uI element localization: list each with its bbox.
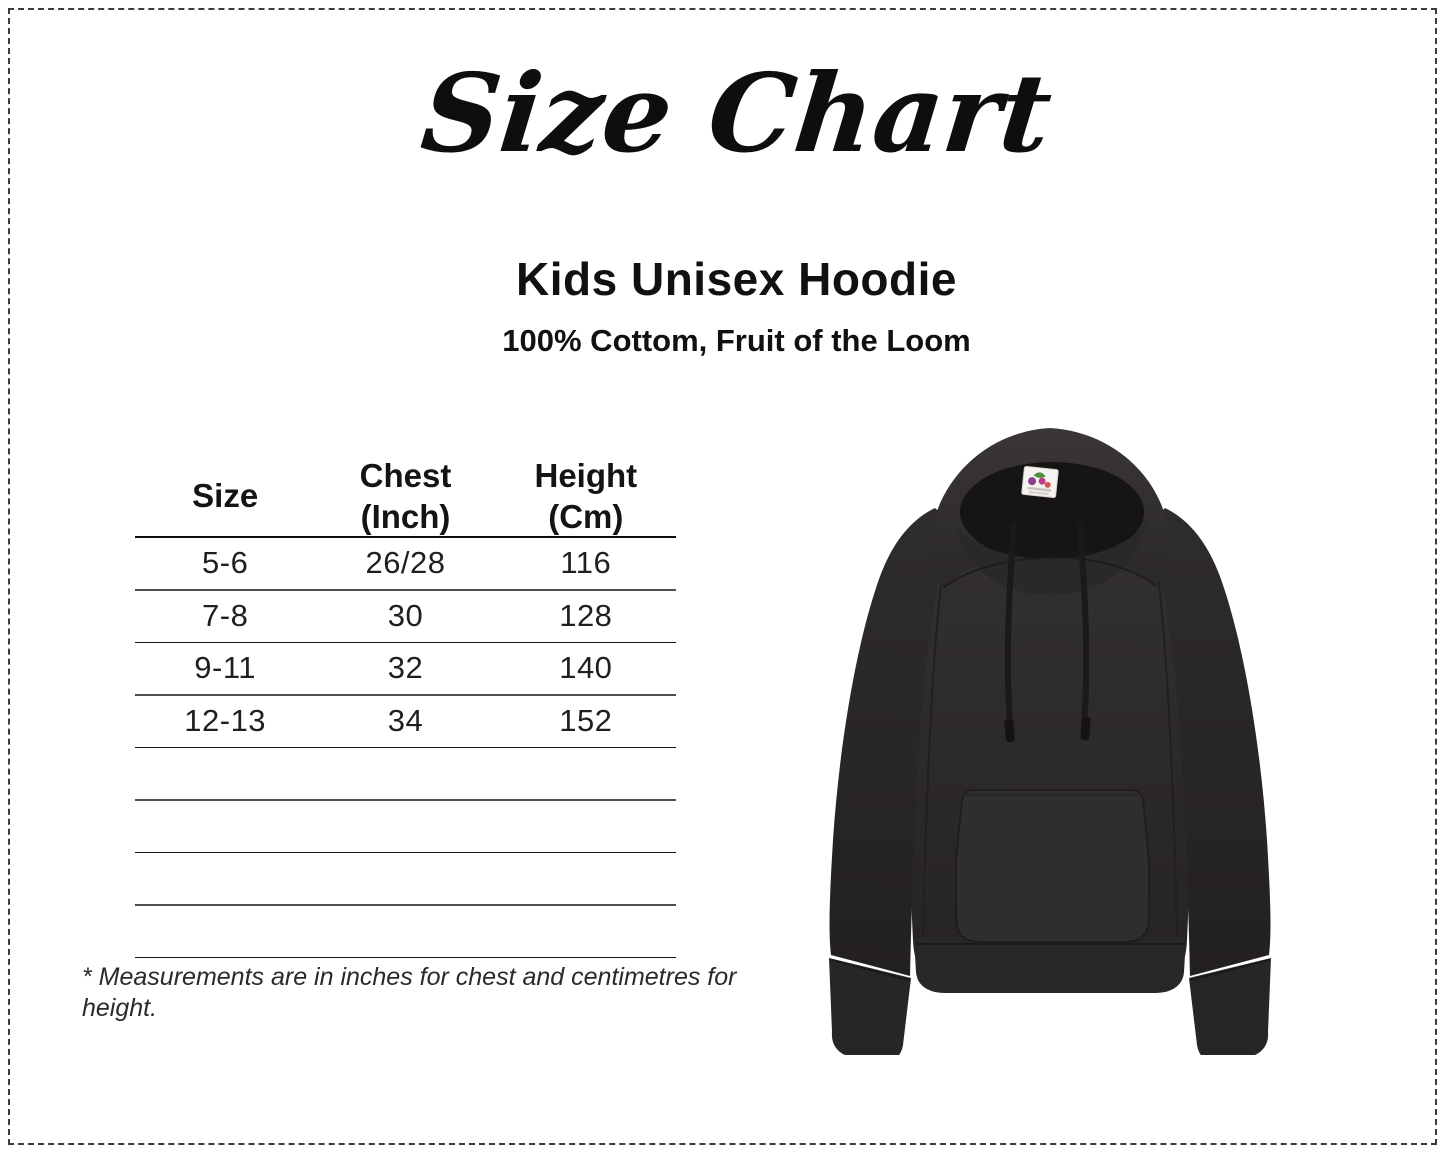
cell-height: 140 [559,650,613,686]
table-row: 12-13 34 152 [135,696,676,748]
material-line: 100% Cottom, Fruit of the Loom [502,323,971,358]
column-header-height-line2: (Cm) [548,497,624,535]
column-header-size-line1: Size [192,477,259,514]
table-row-empty [135,853,676,906]
cell-chest: 30 [387,598,424,634]
column-header-chest-line2: (Inch) [360,497,451,535]
table-row-empty [135,748,676,801]
cell-size: 7-8 [202,598,249,634]
hoodie-photo-icon [829,428,1271,1055]
cell-chest: 26/28 [365,545,446,581]
cell-size: 12-13 [184,703,267,739]
column-header-size: Size [135,455,315,536]
hoodie-image [815,420,1285,1055]
column-header-height: Height (Cm) [496,455,676,536]
column-header-chest: Chest (Inch) [315,455,495,536]
table-row-empty [135,801,676,853]
brand-label [1021,465,1059,499]
table-row: 9-11 32 140 [135,643,676,696]
table-header-row: Size Chest (Inch) Height (Cm) [135,455,676,538]
cell-size: 5-6 [202,545,249,581]
cell-size: 9-11 [194,650,257,686]
cell-height: 152 [559,703,613,739]
cell-height: 128 [559,598,613,634]
footnote: * Measurements are in inches for chest a… [82,963,737,1022]
size-table: Size Chest (Inch) Height (Cm) 5-6 26/28 … [135,455,676,958]
table-row: 7-8 30 128 [135,591,676,643]
cell-height: 116 [560,545,612,581]
column-header-chest-line1: Chest [359,456,452,494]
page-title: Size Chart [415,51,1058,177]
cell-chest: 34 [387,703,424,739]
table-row-empty [135,906,676,958]
product-name: Kids Unisex Hoodie [516,253,957,305]
column-header-height-line1: Height [534,456,638,494]
cell-chest: 32 [387,650,424,686]
table-row: 5-6 26/28 116 [135,538,676,591]
